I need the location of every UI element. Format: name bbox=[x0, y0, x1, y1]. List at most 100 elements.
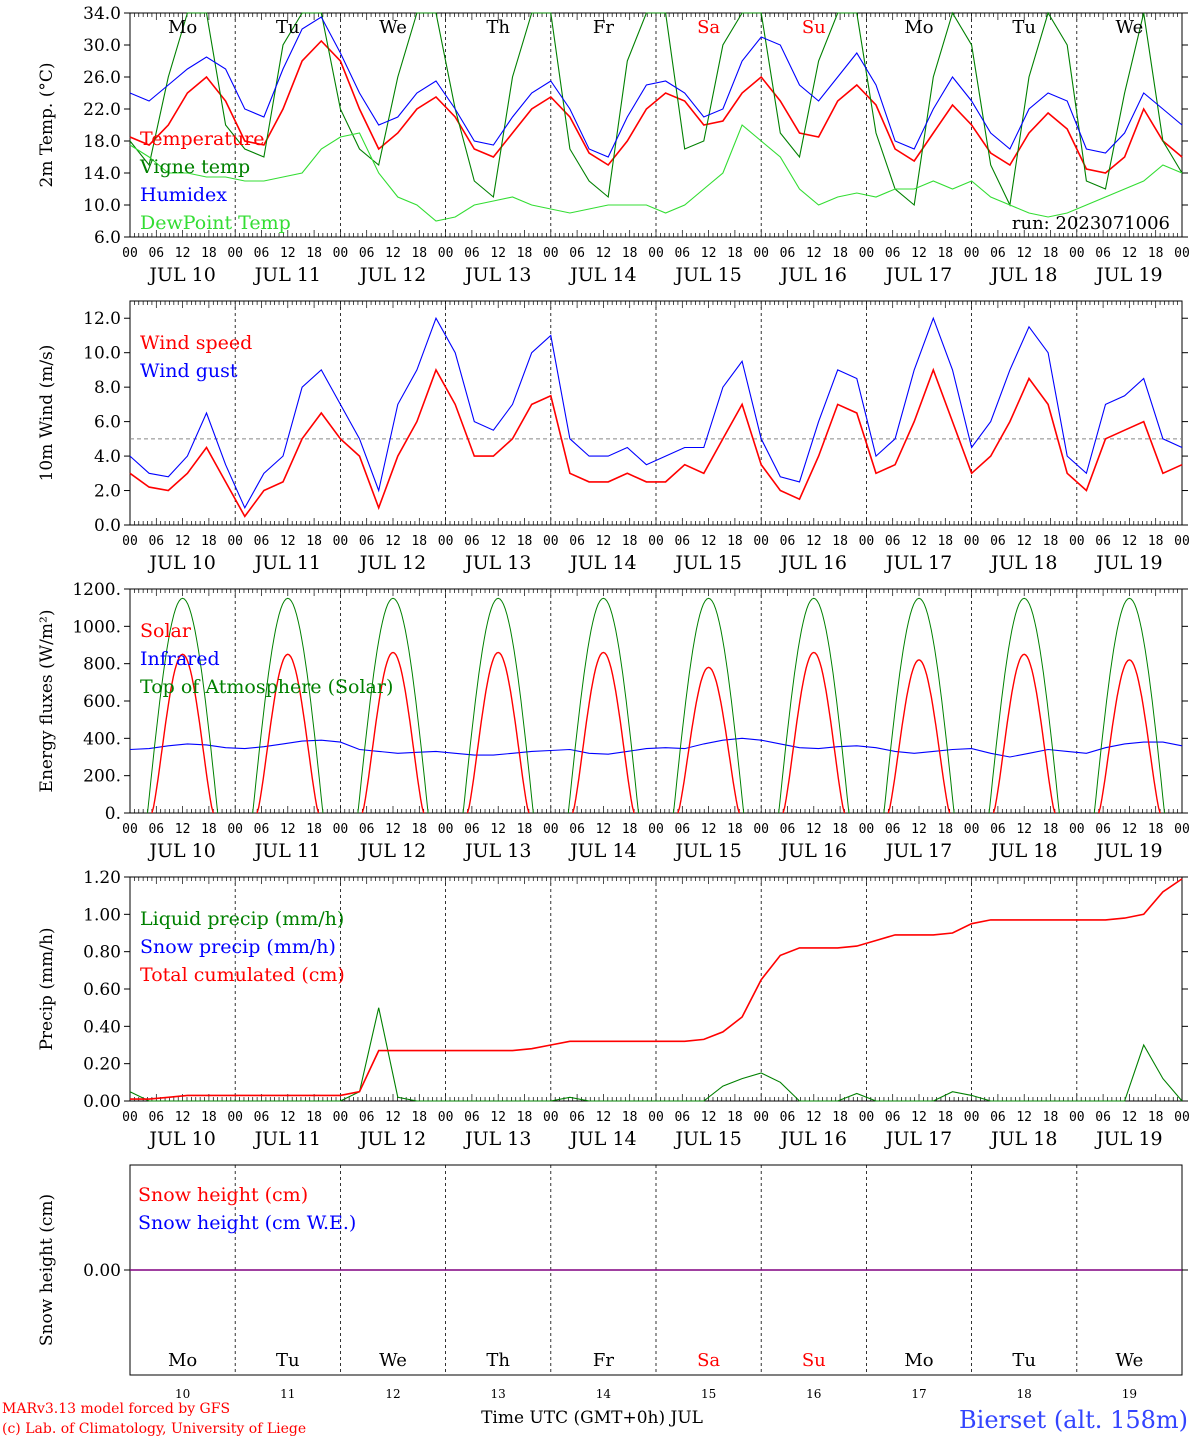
y-tick-label: 8.0 bbox=[94, 378, 121, 398]
date-label: JUL 16 bbox=[779, 552, 847, 574]
hour-tick-label: 12 bbox=[385, 246, 401, 261]
date-label: JUL 11 bbox=[253, 552, 321, 574]
hour-tick-label: 00 bbox=[648, 534, 664, 549]
hour-tick-label: 18 bbox=[411, 822, 427, 837]
date-label: JUL 14 bbox=[568, 264, 636, 286]
legend-entry: Humidex bbox=[140, 184, 227, 206]
y-axis-label: Snow height (cm) bbox=[37, 1194, 57, 1346]
day-name-label: Fr bbox=[593, 17, 614, 38]
hour-tick-label: 00 bbox=[543, 822, 559, 837]
legend-entry: Wind speed bbox=[140, 332, 252, 354]
hour-tick-label: 00 bbox=[333, 1110, 349, 1125]
y-tick-label: 0.00 bbox=[83, 1261, 121, 1281]
hour-tick-label: 00 bbox=[438, 1110, 454, 1125]
y-tick-label: 4.0 bbox=[94, 447, 121, 467]
hour-tick-label: 00 bbox=[333, 822, 349, 837]
day-number-label: 16 bbox=[806, 1387, 821, 1401]
legend-entry: Infrared bbox=[140, 648, 220, 670]
hour-tick-label: 06 bbox=[990, 822, 1006, 837]
legend-entry: DewPoint Temp bbox=[140, 212, 291, 234]
date-label: JUL 19 bbox=[1094, 840, 1162, 862]
day-name-label: Tu bbox=[1012, 17, 1036, 38]
date-label: JUL 19 bbox=[1094, 264, 1162, 286]
hour-tick-label: 06 bbox=[148, 822, 164, 837]
y-tick-label: 26.0 bbox=[83, 68, 121, 88]
toa-solar-curve bbox=[988, 597, 1060, 814]
hour-tick-label: 00 bbox=[1069, 246, 1085, 261]
day-name-label: Tu bbox=[1012, 1350, 1036, 1371]
hour-tick-label: 18 bbox=[1148, 246, 1164, 261]
hour-tick-label: 06 bbox=[148, 534, 164, 549]
hour-tick-label: 06 bbox=[569, 822, 585, 837]
day-number-label: 14 bbox=[596, 1387, 612, 1401]
hour-tick-label: 18 bbox=[937, 534, 953, 549]
hour-tick-label: 00 bbox=[1069, 822, 1085, 837]
hour-tick-label: 00 bbox=[333, 246, 349, 261]
date-label: JUL 15 bbox=[673, 840, 741, 862]
y-tick-label: 6.0 bbox=[94, 228, 121, 248]
date-label: JUL 13 bbox=[463, 264, 531, 286]
legend-entry: Temperature bbox=[140, 128, 264, 150]
hour-tick-label: 00 bbox=[122, 822, 138, 837]
day-name-label: Fr bbox=[593, 1350, 614, 1371]
hour-tick-label: 06 bbox=[780, 822, 796, 837]
day-number-label: 10 bbox=[175, 1387, 190, 1401]
solar-curve bbox=[1098, 659, 1161, 814]
y-tick-label: 14.0 bbox=[83, 164, 121, 184]
hour-tick-label: 18 bbox=[832, 534, 848, 549]
day-name-label: Sa bbox=[697, 1350, 720, 1371]
series-line-wind-gust bbox=[129, 316, 1183, 510]
toa-solar-curve bbox=[252, 597, 324, 814]
solar-curve bbox=[256, 653, 320, 814]
solar-curve bbox=[466, 651, 530, 814]
date-label: JUL 17 bbox=[884, 264, 952, 286]
hour-tick-label: 12 bbox=[175, 1110, 191, 1125]
hour-tick-label: 06 bbox=[674, 246, 690, 261]
date-label: JUL 17 bbox=[884, 840, 952, 862]
hour-tick-label: 00 bbox=[859, 246, 875, 261]
hour-tick-label: 18 bbox=[201, 534, 217, 549]
hour-tick-label: 00 bbox=[333, 534, 349, 549]
hour-tick-label: 00 bbox=[753, 1110, 769, 1125]
series-line-infrared bbox=[129, 737, 1183, 758]
hour-tick-label: 12 bbox=[596, 246, 612, 261]
date-label: JUL 14 bbox=[568, 1128, 636, 1150]
hour-tick-label: 06 bbox=[1095, 246, 1111, 261]
y-tick-label: 600. bbox=[83, 692, 121, 712]
hour-tick-label: 12 bbox=[806, 534, 822, 549]
hour-tick-label: 12 bbox=[490, 822, 506, 837]
hour-tick-label: 12 bbox=[911, 822, 927, 837]
panel-energy: 0. 200. 400. 600. 800. 1000. 1200. Energy fluxe… bbox=[37, 580, 1190, 862]
y-tick-label: 22.0 bbox=[83, 100, 121, 120]
hour-tick-label: 18 bbox=[411, 534, 427, 549]
hour-tick-label: 06 bbox=[464, 822, 480, 837]
date-label: JUL 17 bbox=[884, 552, 952, 574]
day-name-label: We bbox=[1116, 1350, 1144, 1371]
hour-tick-label: 18 bbox=[1043, 822, 1059, 837]
legend-entry: Wind gust bbox=[140, 360, 238, 382]
y-tick-label: 0.00 bbox=[83, 1092, 121, 1112]
date-label: JUL 18 bbox=[989, 264, 1057, 286]
hour-tick-label: 06 bbox=[990, 534, 1006, 549]
hour-tick-label: 06 bbox=[780, 1110, 796, 1125]
station-label: Bierset (alt. 158m) bbox=[959, 1406, 1188, 1434]
date-label: JUL 10 bbox=[147, 840, 215, 862]
solar-curve bbox=[677, 666, 740, 814]
hour-tick-label: 00 bbox=[648, 246, 664, 261]
hour-tick-label: 12 bbox=[490, 1110, 506, 1125]
day-name-label: Mo bbox=[168, 17, 197, 38]
hour-tick-label: 00 bbox=[964, 1110, 980, 1125]
date-label: JUL 10 bbox=[147, 552, 215, 574]
hour-tick-label: 00 bbox=[438, 534, 454, 549]
date-label: JUL 14 bbox=[568, 552, 636, 574]
date-label: JUL 15 bbox=[673, 552, 741, 574]
hour-tick-label: 06 bbox=[780, 246, 796, 261]
series-line-humidex bbox=[129, 16, 1183, 158]
hour-tick-label: 00 bbox=[438, 822, 454, 837]
hour-tick-label: 00 bbox=[122, 534, 138, 549]
hour-tick-label: 12 bbox=[596, 534, 612, 549]
hour-tick-label: 06 bbox=[464, 534, 480, 549]
hour-tick-label: 18 bbox=[937, 822, 953, 837]
hour-tick-label: 00 bbox=[964, 822, 980, 837]
